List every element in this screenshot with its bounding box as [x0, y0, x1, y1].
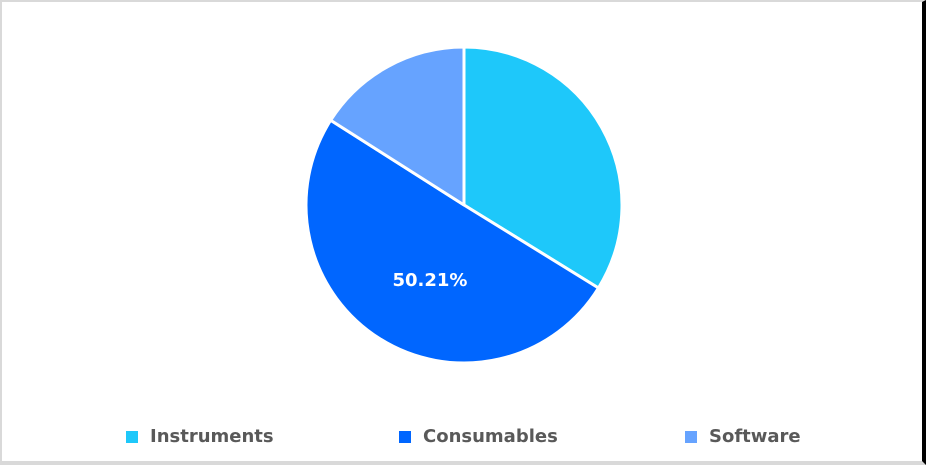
legend-label: Consumables [423, 426, 558, 447]
consumables-data-label: 50.21% [392, 270, 468, 291]
legend-item-software[interactable]: Software [685, 426, 801, 447]
legend-label: Software [709, 426, 801, 447]
legend-item-instruments[interactable]: Instruments [126, 426, 274, 447]
legend: Instruments Consumables Software [0, 426, 930, 452]
legend-item-consumables[interactable]: Consumables [399, 426, 558, 447]
consumables-swatch-icon [399, 430, 411, 443]
software-swatch-icon [685, 430, 697, 443]
instruments-swatch-icon [126, 430, 138, 443]
pie-slice-consumables[interactable] [304, 118, 600, 365]
pie-slice-software[interactable] [329, 45, 466, 207]
legend-label: Instruments [150, 426, 274, 447]
